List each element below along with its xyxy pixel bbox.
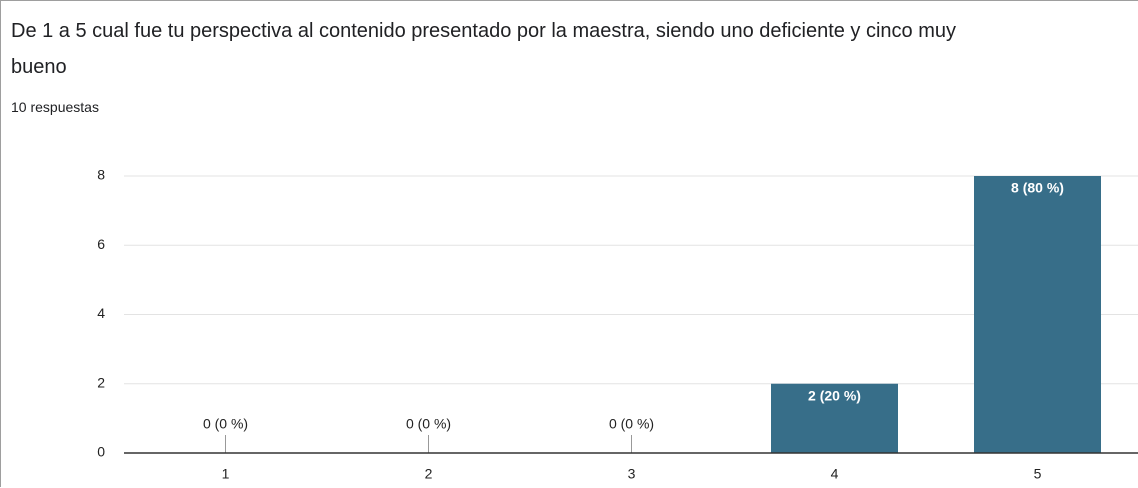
x-tick-label: 4 [831,466,839,482]
response-count: 10 respuestas [11,99,99,115]
chart-title: De 1 a 5 cual fue tu perspectiva al cont… [11,20,957,78]
data-label: 8 (80 %) [1011,180,1064,196]
bar [974,176,1101,453]
data-label: 0 (0 %) [203,416,248,432]
y-tick-label: 6 [97,236,105,252]
data-label: 0 (0 %) [609,416,654,432]
x-tick-label: 1 [222,466,230,482]
y-tick-label: 2 [97,374,105,390]
y-tick-label: 0 [97,444,105,460]
data-label: 2 (20 %) [808,387,861,403]
x-tick-label: 5 [1034,466,1042,482]
x-tick-label: 3 [628,466,636,482]
y-tick-label: 4 [97,305,105,321]
y-tick-label: 8 [97,167,105,183]
bar [771,383,898,453]
x-tick-label: 2 [425,466,433,482]
data-label: 0 (0 %) [406,416,451,432]
